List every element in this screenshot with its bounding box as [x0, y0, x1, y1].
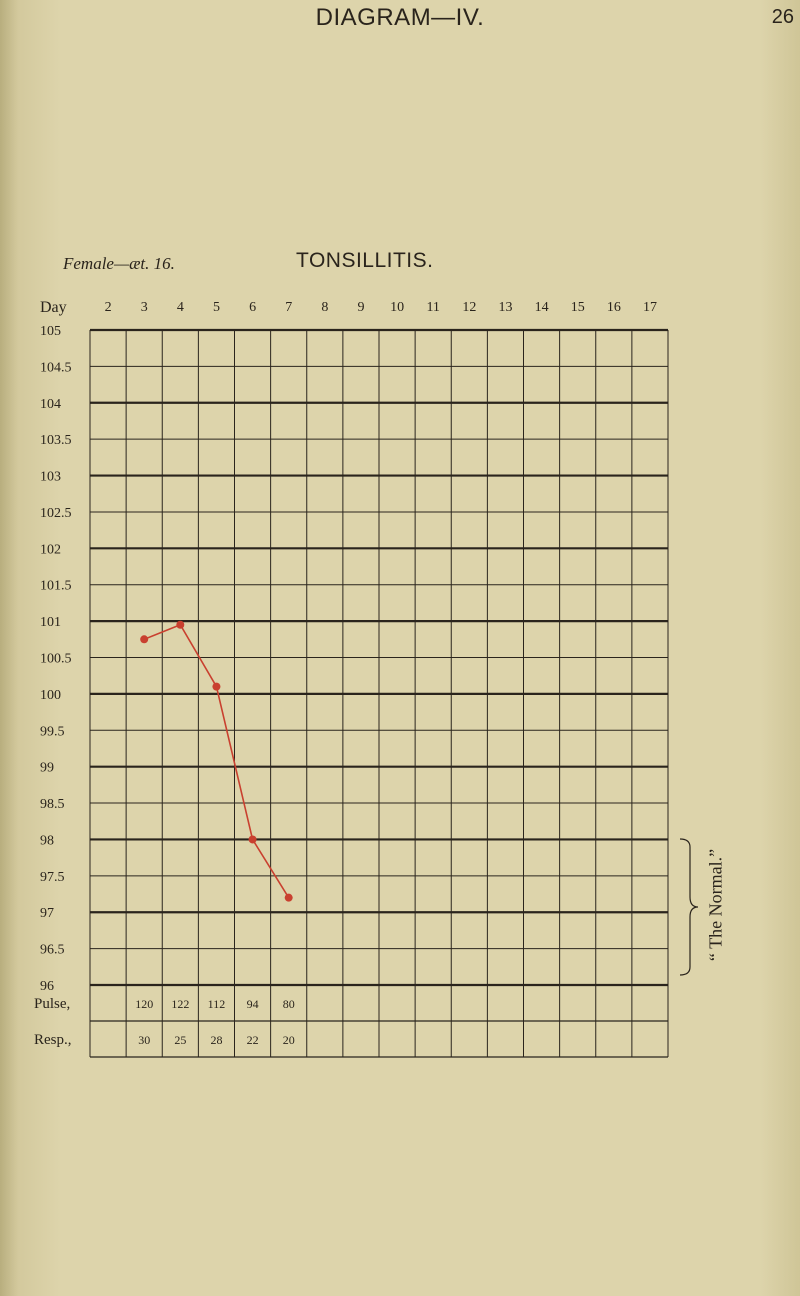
chart-grid — [89, 328, 669, 1058]
row-cell-value: 80 — [283, 997, 295, 1011]
row-cell-value: 22 — [247, 1033, 259, 1047]
normal-bracket — [679, 838, 699, 976]
y-tick-label: 96 — [40, 979, 54, 994]
row-label: Pulse, — [34, 996, 70, 1012]
x-tick-label: 4 — [177, 300, 184, 315]
row-cell-value: 30 — [138, 1033, 150, 1047]
row-cell-value: 28 — [210, 1033, 222, 1047]
x-tick-label: 11 — [426, 300, 439, 315]
x-axis-title: Day — [40, 299, 67, 316]
y-tick-label: 96.5 — [40, 943, 65, 958]
chart-title: TONSILLITIS. — [296, 249, 434, 272]
row-cell-value: 120 — [135, 997, 153, 1011]
x-tick-label: 5 — [213, 300, 220, 315]
y-tick-label: 102.5 — [40, 506, 72, 521]
y-tick-label: 99.5 — [40, 724, 65, 739]
normal-label: “ The Normal.” — [705, 848, 726, 962]
page-header-title: DIAGRAM—IV. — [315, 4, 485, 31]
data-point — [212, 682, 221, 691]
y-tick-label: 101.5 — [40, 579, 72, 594]
y-tick-label: 101 — [40, 615, 61, 630]
y-tick-label: 98 — [40, 833, 54, 848]
data-point — [176, 620, 185, 629]
y-tick-label: 103.5 — [40, 433, 72, 448]
row-cell-value: 112 — [208, 997, 226, 1011]
x-tick-label: 10 — [390, 300, 404, 315]
x-tick-label: 16 — [607, 300, 621, 315]
data-point — [284, 893, 293, 902]
patient-info: Female—æt. 16. — [63, 254, 175, 273]
data-point — [248, 835, 257, 844]
y-tick-label: 104.5 — [40, 360, 72, 375]
x-tick-label: 3 — [141, 300, 148, 315]
y-tick-label: 103 — [40, 470, 61, 485]
x-tick-label: 2 — [105, 300, 112, 315]
x-tick-label: 6 — [249, 300, 256, 315]
y-tick-label: 104 — [40, 397, 61, 412]
data-point — [140, 635, 149, 644]
x-tick-label: 8 — [321, 300, 328, 315]
row-cell-value: 25 — [174, 1033, 186, 1047]
series-line — [143, 623, 290, 899]
x-tick-label: 9 — [357, 300, 364, 315]
y-tick-label: 100.5 — [40, 652, 72, 667]
y-tick-label: 97 — [40, 906, 54, 921]
y-tick-label: 100 — [40, 688, 61, 703]
x-tick-label: 17 — [643, 300, 657, 315]
row-cell-value: 94 — [247, 997, 259, 1011]
x-tick-label: 15 — [571, 300, 585, 315]
y-tick-label: 105 — [40, 324, 61, 339]
row-cell-value: 20 — [283, 1033, 295, 1047]
x-tick-label: 14 — [535, 300, 549, 315]
temperature-series — [140, 620, 293, 902]
y-tick-label: 99 — [40, 761, 54, 776]
y-tick-label: 97.5 — [40, 870, 65, 885]
row-cell-value: 122 — [171, 997, 189, 1011]
x-tick-label: 13 — [498, 300, 512, 315]
y-tick-label: 102 — [40, 542, 61, 557]
x-tick-label: 7 — [285, 300, 292, 315]
page-number: 26 — [771, 6, 794, 28]
chart-labels: Day 2 3 4 5 6 7 8 9 10 11 12 13 14 15 16 17105104.510410… — [34, 299, 657, 1048]
y-tick-label: 98.5 — [40, 797, 65, 812]
x-tick-label: 12 — [462, 300, 476, 315]
row-label: Resp., — [34, 1032, 72, 1048]
